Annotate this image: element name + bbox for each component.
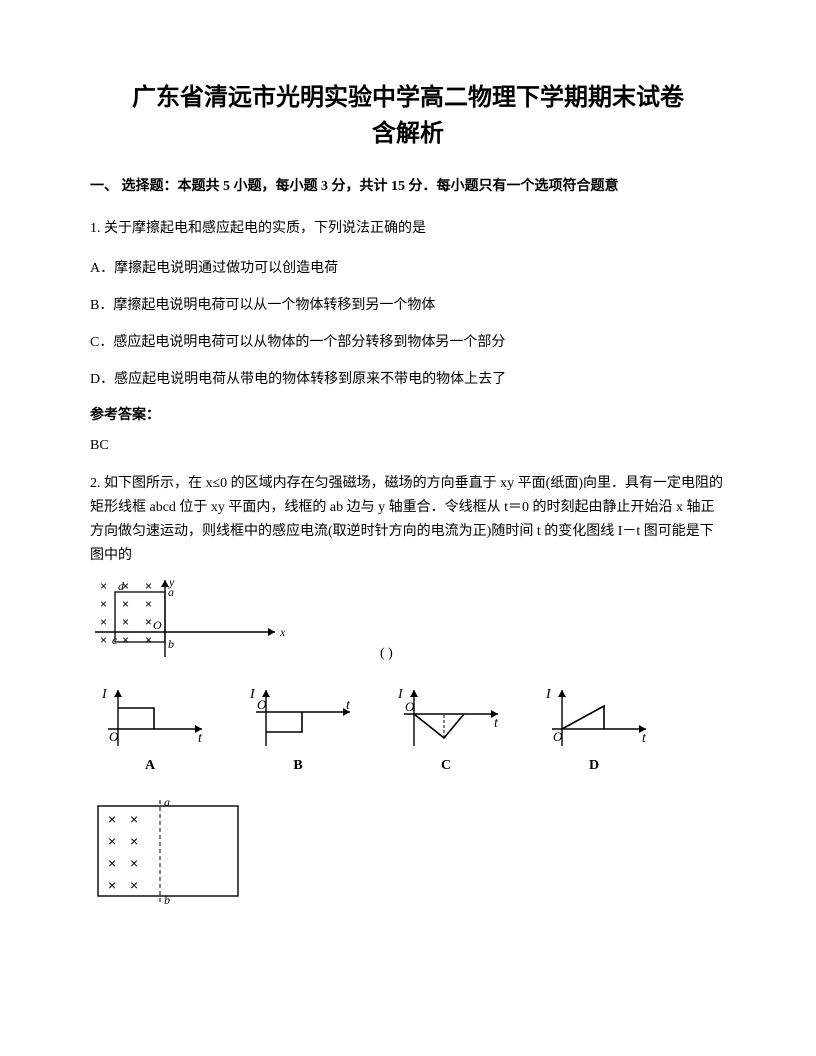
svg-text:a: a xyxy=(164,796,170,809)
svg-text:×: × xyxy=(108,833,116,849)
svg-text:×: × xyxy=(145,579,152,593)
svg-text:×: × xyxy=(130,855,138,871)
graph-d-label: D xyxy=(534,758,654,774)
svg-text:d: d xyxy=(118,579,125,593)
svg-text:b: b xyxy=(164,893,170,906)
svg-text:I: I xyxy=(249,687,256,702)
svg-text:×: × xyxy=(108,811,116,827)
svg-text:c: c xyxy=(112,633,118,647)
graph-b: I O t xyxy=(238,684,358,754)
q2-xy-diagram: ××× ××× ××× ××× y x O a d b c xyxy=(90,572,290,662)
svg-text:I: I xyxy=(101,687,108,702)
svg-text:t: t xyxy=(494,716,499,731)
q1-answer: BC xyxy=(90,438,726,454)
svg-text:×: × xyxy=(130,811,138,827)
svg-text:O: O xyxy=(553,729,563,744)
graph-a-label: A xyxy=(90,758,210,774)
svg-text:×: × xyxy=(145,615,152,629)
svg-text:×: × xyxy=(122,615,129,629)
graph-c-label: C xyxy=(386,758,506,774)
graph-d: I O t xyxy=(534,684,654,754)
svg-text:O: O xyxy=(257,697,267,712)
svg-text:×: × xyxy=(145,633,152,647)
svg-text:x: x xyxy=(279,625,286,639)
graph-a: I O t xyxy=(90,684,210,754)
q1-answer-label: 参考答案： xyxy=(90,404,726,424)
q1-stem: 1. 关于摩擦起电和感应起电的实质，下列说法正确的是 xyxy=(90,216,726,241)
svg-text:×: × xyxy=(122,633,129,647)
svg-text:×: × xyxy=(130,833,138,849)
q1-option-a: A．摩擦起电说明通过做功可以创造电荷 xyxy=(90,256,726,281)
svg-text:a: a xyxy=(168,585,174,599)
page-title-line2: 含解析 xyxy=(90,116,726,152)
q1-option-b: B．摩擦起电说明电荷可以从一个物体转移到另一个物体 xyxy=(90,293,726,318)
svg-text:×: × xyxy=(145,597,152,611)
graph-c: I O t xyxy=(386,684,506,754)
svg-text:t: t xyxy=(642,731,647,746)
svg-text:O: O xyxy=(109,729,119,744)
q1-option-c: C．感应起电说明电荷可以从物体的一个部分转移到物体另一个部分 xyxy=(90,330,726,355)
svg-text:t: t xyxy=(198,731,203,746)
svg-text:×: × xyxy=(108,877,116,893)
svg-text:×: × xyxy=(100,615,107,629)
svg-text:O: O xyxy=(153,618,162,632)
graph-b-label: B xyxy=(238,758,358,774)
svg-text:×: × xyxy=(100,597,107,611)
svg-text:×: × xyxy=(100,633,107,647)
svg-text:t: t xyxy=(346,698,351,713)
svg-text:O: O xyxy=(405,699,415,714)
q2-moving-frame-diagram: × × × × × × × × a b xyxy=(90,796,250,906)
page-title-line1: 广东省清远市光明实验中学高二物理下学期期末试卷 xyxy=(90,80,726,116)
svg-text:I: I xyxy=(397,687,404,702)
q2-paren: ( ) xyxy=(380,646,393,662)
svg-text:b: b xyxy=(168,637,174,651)
svg-text:×: × xyxy=(108,855,116,871)
svg-text:×: × xyxy=(130,877,138,893)
svg-text:×: × xyxy=(100,579,107,593)
q2-stem: 2. 如下图所示，在 x≤0 的区域内存在匀强磁场，磁场的方向垂直于 xy 平面… xyxy=(90,472,726,567)
q1-option-d: D．感应起电说明电荷从带电的物体转移到原来不带电的物体上去了 xyxy=(90,367,726,392)
section-header: 一、 选择题：本题共 5 小题，每小题 3 分，共计 15 分．每小题只有一个选… xyxy=(90,176,726,198)
svg-text:I: I xyxy=(545,687,552,702)
svg-text:×: × xyxy=(122,597,129,611)
